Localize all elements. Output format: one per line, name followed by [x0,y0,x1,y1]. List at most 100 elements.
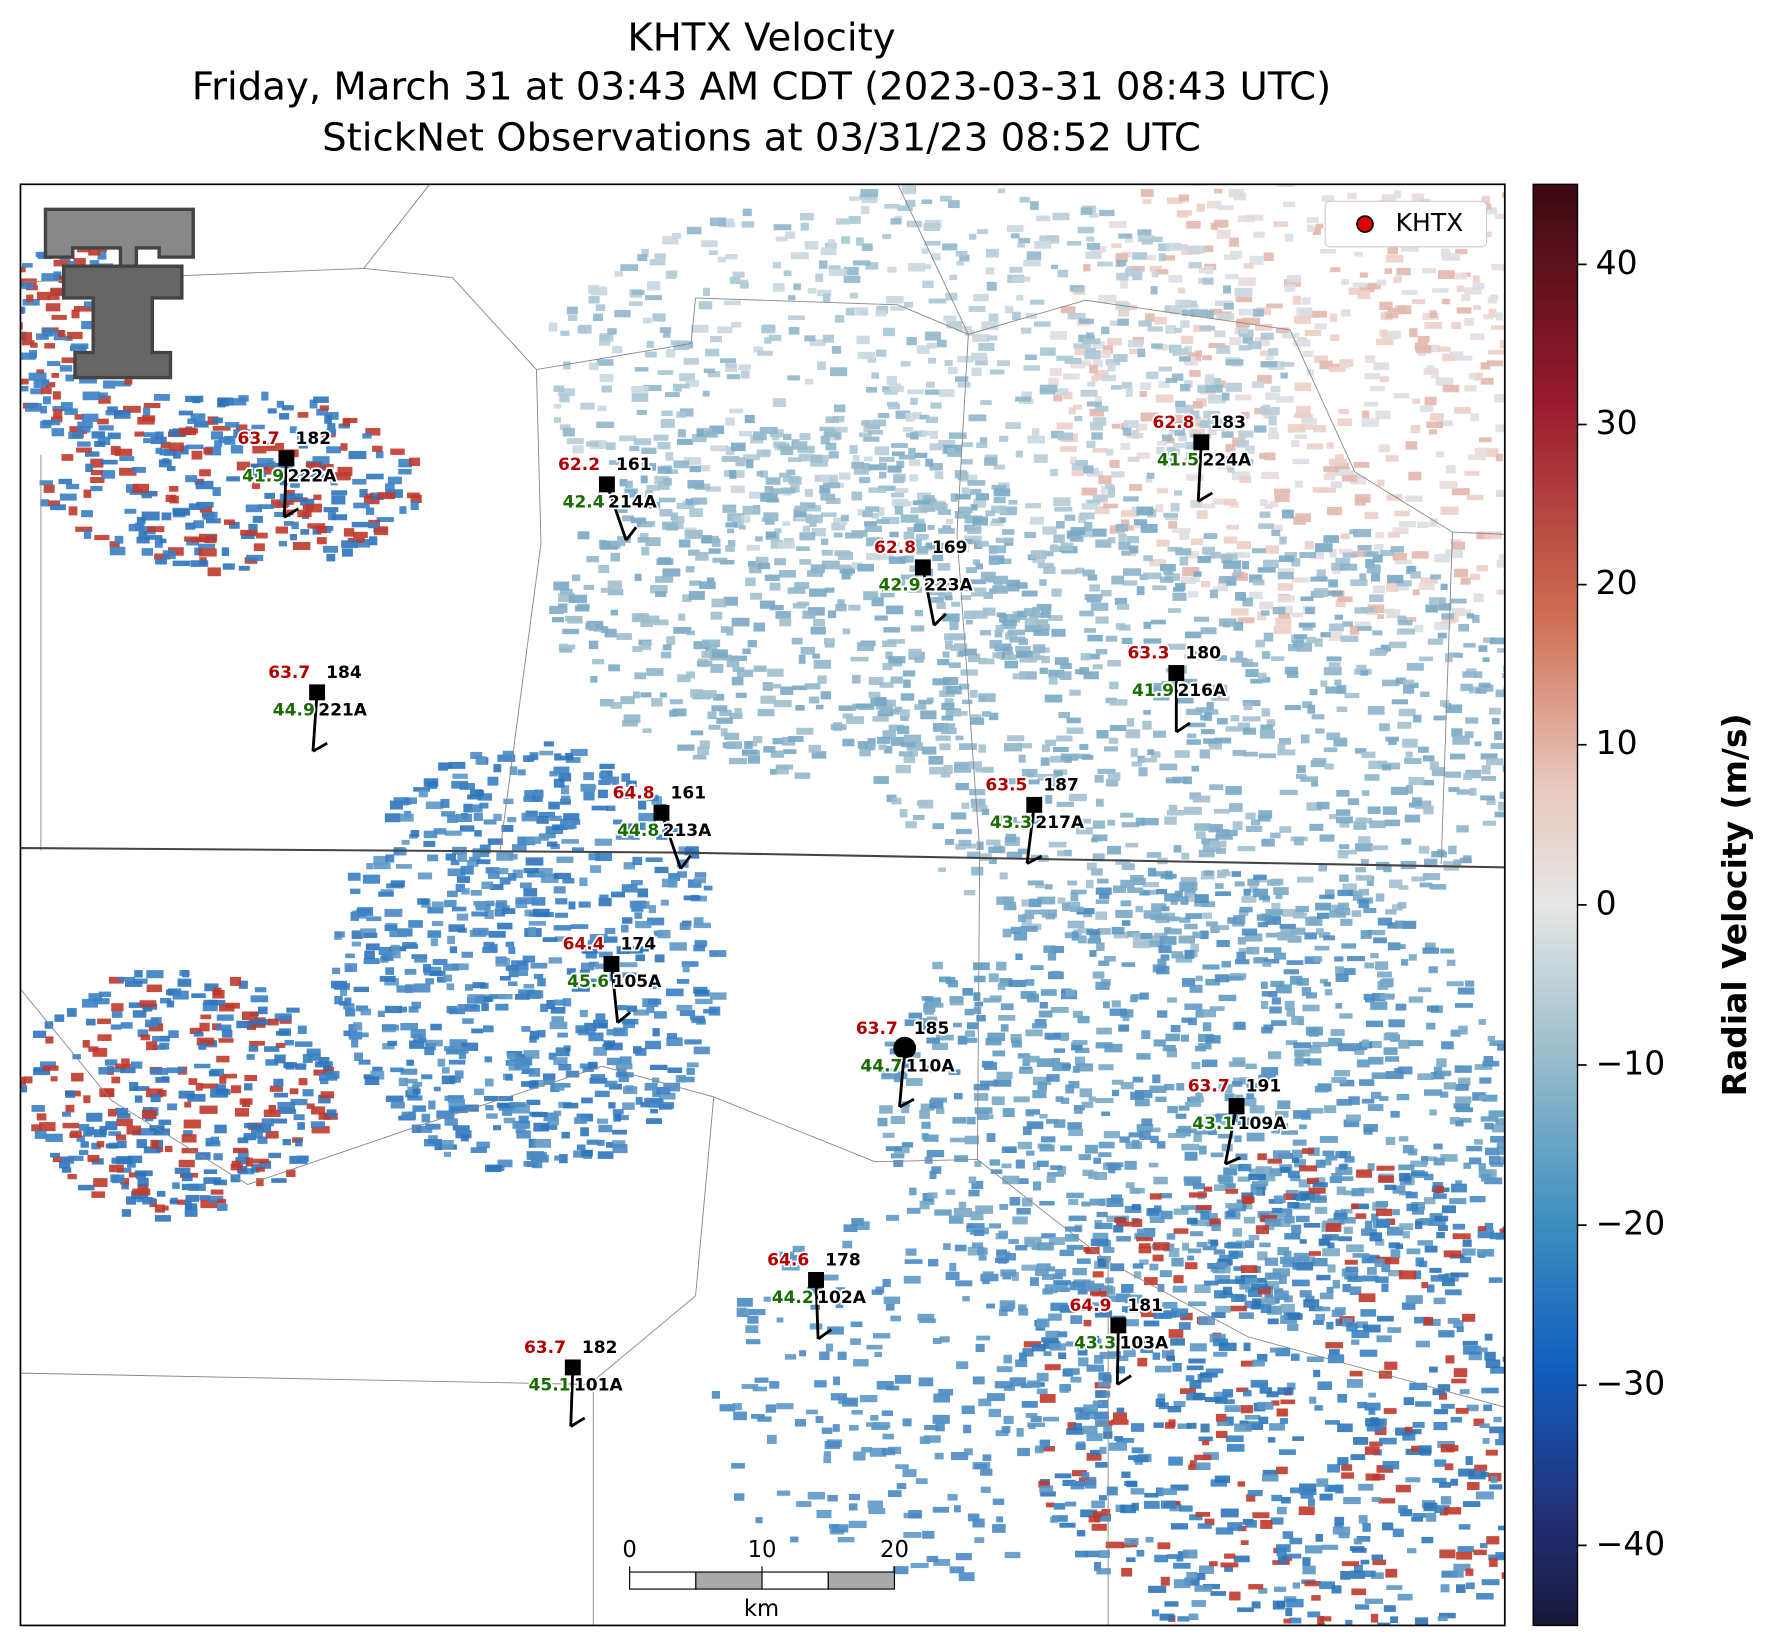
radar-gate [1481,684,1494,692]
radar-gate [1503,570,1505,577]
radar-gate [913,430,926,437]
radar-gate [1093,1513,1111,1522]
radar-gate [1263,632,1274,642]
radar-gate [903,301,913,308]
radar-gate [967,851,980,858]
radar-gate [557,1032,568,1038]
radar-gate [514,1062,530,1070]
radar-gate [1368,1056,1384,1065]
radar-gate [572,847,585,853]
radar-gate [1440,1091,1449,1098]
radar-gate [1284,283,1296,292]
radar-gate [1006,225,1024,233]
radar-gate [1519,1253,1534,1258]
radar-gate [1066,1192,1084,1199]
radar-gate [1424,396,1437,406]
radar-gate [1098,1152,1112,1158]
radar-gate [1034,240,1052,249]
radar-gate [825,442,837,451]
radar-gate [717,326,733,334]
radar-gate [521,1026,531,1032]
radar-gate [1065,1084,1075,1094]
radar-gate [632,856,643,866]
radar-gate [991,518,1001,524]
radar-gate [1018,754,1026,763]
radar-gate [1191,1600,1206,1607]
radar-gate [1021,1264,1038,1271]
radar-gate [444,1046,455,1052]
radar-gate [1173,1275,1184,1284]
radar-gate [1347,890,1363,896]
radar-gate [334,983,350,990]
radar-gate [1264,958,1280,964]
radar-gate [742,505,761,515]
radar-gate [1443,252,1460,261]
radar-gate [593,1046,607,1056]
radar-gate [993,575,1009,585]
radar-gate [1316,1274,1331,1281]
radar-gate [927,357,936,364]
radar-gate [1414,624,1424,633]
radar-gate [587,940,606,946]
radar-gate [1020,926,1038,932]
radar-gate [788,315,806,321]
radar-gate [953,1092,963,1100]
radar-gate [952,1022,962,1028]
radar-gate [1237,1117,1255,1127]
radar-gate [800,212,814,221]
radar-gate [1377,1315,1394,1322]
radar-gate [938,867,946,873]
radar-gate [949,274,958,281]
radar-gate [1599,339,1614,347]
radar-gate [1283,1193,1301,1201]
radar-gate [1007,583,1020,592]
radar-gate [970,714,982,720]
radar-gate [761,449,771,456]
radar-gate [588,295,600,304]
radar-gate [723,300,741,306]
radar-gate [701,650,719,659]
radar-gate [901,1142,914,1148]
radar-gate [1578,521,1596,529]
radar-gate [1120,279,1128,289]
radar-gate [1153,1242,1170,1251]
radar-gate [1143,638,1162,644]
radar-gate [603,936,618,943]
radar-gate [843,275,861,283]
radar-gate [1260,981,1268,989]
radar-gate [1218,1176,1234,1185]
radar-gate [1509,510,1522,518]
radar-gate [542,937,558,943]
radar-gate [1026,1121,1044,1130]
radar-gate [768,334,782,342]
radar-gate [693,877,707,884]
radar-gate [560,755,574,761]
radar-gate [558,772,572,782]
radar-gate [1265,352,1274,361]
radar-gate [1445,1355,1455,1364]
radar-gate [1225,444,1236,453]
radar-gate [1337,850,1349,859]
radar-gate [1271,997,1281,1005]
radar-gate [874,615,888,621]
radar-gate [1248,574,1263,583]
radar-gate [707,711,717,720]
radar-gate [998,517,1006,523]
radar-gate [1175,400,1186,407]
radar-gate [1158,243,1170,252]
radar-gate [1106,1486,1118,1496]
radar-gate [698,301,713,310]
radar-gate [1422,268,1436,274]
radar-gate [1429,761,1439,771]
radar-gate [958,839,972,847]
radar-gate [1232,1057,1246,1065]
radar-gate [659,327,672,333]
radar-gate [972,610,988,619]
radar-gate [400,1068,418,1075]
radar-gate [770,750,785,758]
radar-gate [1129,484,1143,491]
radar-gate [1116,272,1129,281]
radar-gate [1215,655,1228,661]
radar-gate [1048,1237,1066,1246]
radar-gate [956,260,964,266]
